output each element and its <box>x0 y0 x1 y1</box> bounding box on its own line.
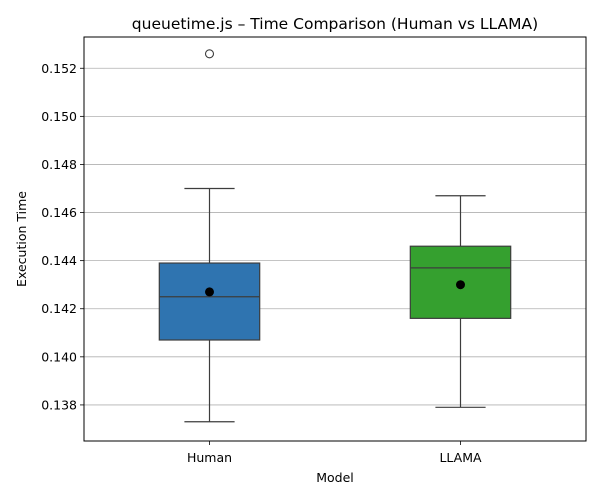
x-tick-label: LLAMA <box>439 450 482 465</box>
y-axis-label: Execution Time <box>14 191 29 287</box>
y-tick-label: 0.142 <box>41 301 77 316</box>
grid-lines <box>84 67 586 406</box>
y-axis: 0.138 0.140 0.142 0.144 0.146 0.148 0.150 0.152 <box>41 61 84 412</box>
x-tick-label: Human <box>187 450 232 465</box>
y-tick-label: 0.144 <box>41 253 77 268</box>
iqr-box <box>158 262 261 341</box>
chart-title: queuetime.js – Time Comparison (Human vs… <box>132 15 538 33</box>
mean-marker <box>456 280 465 290</box>
outlier-point <box>204 49 215 59</box>
x-axis: Human LLAMA <box>187 441 482 465</box>
box-group-human <box>158 49 261 423</box>
y-tick-label: 0.150 <box>41 109 77 124</box>
box-plot-layer <box>158 49 512 423</box>
plot-area-frame <box>83 36 587 442</box>
y-tick-label: 0.138 <box>41 397 77 412</box>
x-axis-label: Model <box>316 470 354 485</box>
mean-marker <box>205 287 214 297</box>
y-tick-label: 0.148 <box>41 157 77 172</box>
y-tick-label: 0.140 <box>41 349 77 364</box>
y-tick-label: 0.146 <box>41 205 77 220</box>
y-tick-label: 0.152 <box>41 61 77 76</box>
box-group-llama <box>409 195 512 408</box>
